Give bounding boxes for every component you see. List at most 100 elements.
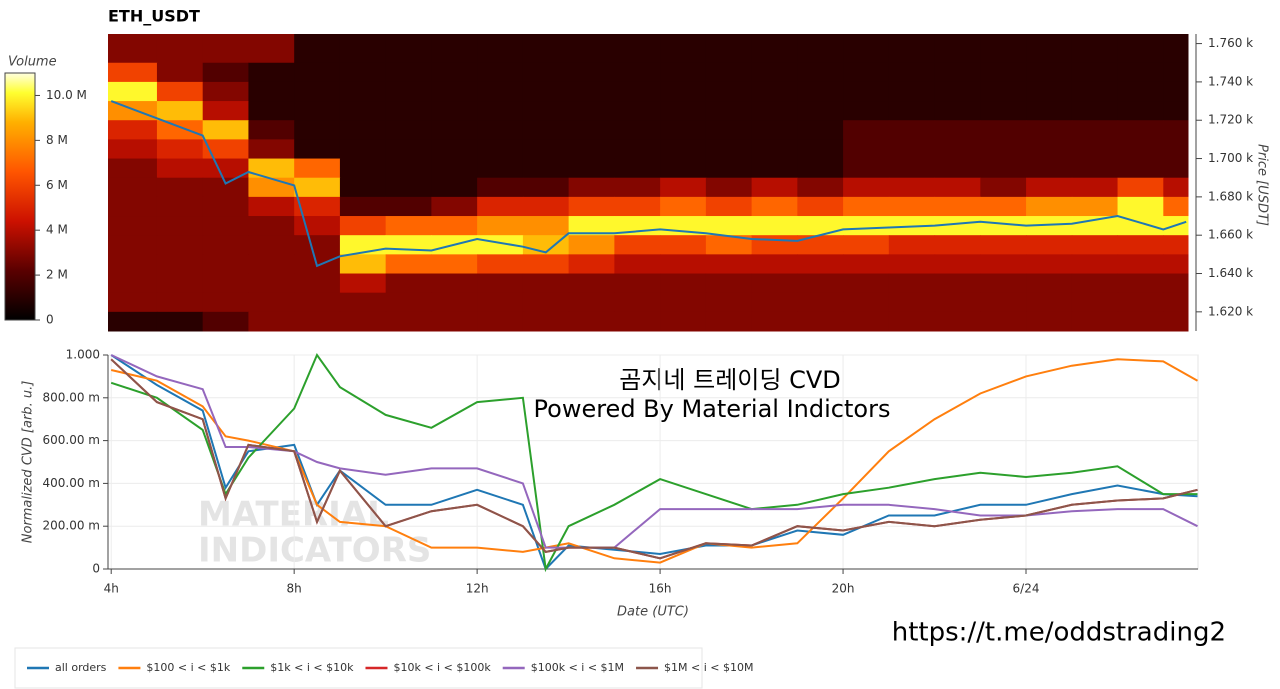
heatmap-cell: [843, 292, 890, 313]
heatmap-cell: [751, 158, 798, 179]
heatmap-cell: [108, 81, 158, 102]
heatmap-cell: [156, 177, 204, 198]
heatmap-cell: [934, 235, 981, 255]
heatmap-cell: [568, 196, 615, 217]
heatmap-cell: [568, 34, 615, 64]
heatmap-cell: [660, 196, 707, 217]
heatmap-cell: [934, 273, 981, 294]
colorbar-title: Volume: [8, 55, 57, 70]
heatmap-cell: [614, 273, 661, 294]
heatmap-cell: [1117, 120, 1164, 140]
heatmap-cell: [751, 254, 798, 275]
y-tick-label: 1.660 k: [1208, 228, 1253, 242]
heatmap-cell: [1163, 158, 1189, 179]
heatmap-cell: [522, 101, 570, 121]
x-axis-label: Date (UTC): [617, 605, 689, 620]
heatmap-cell: [248, 311, 295, 332]
heatmap-cell: [1163, 273, 1189, 294]
y-axis-label: Price [USDT]: [1255, 144, 1270, 226]
heatmap-cell: [1163, 254, 1189, 275]
heatmap-cell: [614, 81, 661, 102]
series-line: [110, 352, 1198, 573]
heatmap-cell: [614, 34, 661, 64]
heatmap-cell: [568, 254, 615, 275]
heatmap-cell: [248, 158, 295, 179]
heatmap-cell: [797, 177, 844, 198]
heatmap-cell: [797, 81, 844, 102]
heatmap-cell: [888, 62, 936, 83]
heatmap-cell: [108, 139, 158, 160]
heatmap-cell: [843, 177, 890, 198]
heatmap-cell: [431, 254, 478, 275]
heatmap-cell: [980, 139, 1027, 160]
heatmap-cell: [1071, 254, 1119, 275]
heatmap-cell: [705, 120, 753, 140]
heatmap-cell: [934, 216, 981, 236]
heatmap-cell: [248, 254, 295, 275]
heatmap-cell: [522, 311, 570, 332]
heatmap-cell: [1071, 273, 1119, 294]
heatmap-cell: [751, 177, 798, 198]
heatmap-cell: [1117, 292, 1164, 313]
heatmap-cell: [202, 311, 249, 332]
heatmap-cell: [1071, 101, 1119, 121]
heatmap-cell: [477, 101, 524, 121]
heatmap-cell: [1117, 311, 1164, 332]
heatmap-cell: [294, 81, 341, 102]
heatmap-cell: [1071, 158, 1119, 179]
heatmap-cell: [705, 311, 753, 332]
heatmap-cell: [522, 81, 570, 102]
heatmap-cell: [339, 273, 387, 294]
heatmap-cell: [1026, 139, 1073, 160]
heatmap-cell: [1026, 254, 1073, 275]
heatmap-cell: [156, 254, 204, 275]
heatmap-cell: [660, 235, 707, 255]
y-tick-label: 200.00 m: [43, 519, 101, 533]
heatmap-cell: [660, 62, 707, 83]
heatmap-cell: [934, 81, 981, 102]
heatmap-cell: [1163, 139, 1189, 160]
heatmap-cell: [705, 34, 753, 64]
heatmap-cell: [202, 120, 249, 140]
heatmap-cell: [294, 62, 341, 83]
heatmap-cell: [248, 196, 295, 217]
heatmap-cell: [660, 139, 707, 160]
heatmap-cell: [431, 216, 478, 236]
heatmap-cell: [202, 158, 249, 179]
heatmap-cell: [431, 34, 478, 64]
heatmap-cell: [108, 177, 158, 198]
colorbar: [4, 72, 36, 321]
footer-link[interactable]: https://t.me/oddstrading2: [892, 618, 1226, 648]
heatmap-cell: [108, 254, 158, 275]
heatmap-cell: [1163, 311, 1189, 332]
heatmap-cell: [1071, 311, 1119, 332]
y-tick-label: 1.720 k: [1208, 113, 1253, 127]
heatmap-cell: [980, 62, 1027, 83]
heatmap-cell: [843, 273, 890, 294]
heatmap-cell: [108, 216, 158, 236]
heatmap-cell: [294, 196, 341, 217]
heatmap-cell: [156, 81, 204, 102]
heatmap-cell: [1163, 235, 1189, 255]
heatmap-cell: [108, 34, 158, 64]
heatmap-cell: [1026, 62, 1073, 83]
heatmap-cell: [797, 120, 844, 140]
heatmap-cell: [477, 62, 524, 83]
heatmap-cell: [248, 235, 295, 255]
heatmap-cell: [1163, 120, 1189, 140]
heatmap-cell: [1026, 177, 1073, 198]
heatmap-cell: [1026, 273, 1073, 294]
heatmap-cell: [522, 177, 570, 198]
heatmap-cell: [431, 196, 478, 217]
heatmap-cell: [614, 311, 661, 332]
heatmap-cell: [568, 158, 615, 179]
heatmap-cell: [202, 254, 249, 275]
heatmap-cell: [980, 311, 1027, 332]
heatmap-cell: [339, 196, 387, 217]
heatmap-cell: [888, 196, 936, 217]
heatmap-cell: [614, 235, 661, 255]
heatmap-cell: [843, 254, 890, 275]
heatmap-cell: [980, 34, 1027, 64]
heatmap-cell: [1071, 196, 1119, 217]
heatmap-cell: [248, 139, 295, 160]
